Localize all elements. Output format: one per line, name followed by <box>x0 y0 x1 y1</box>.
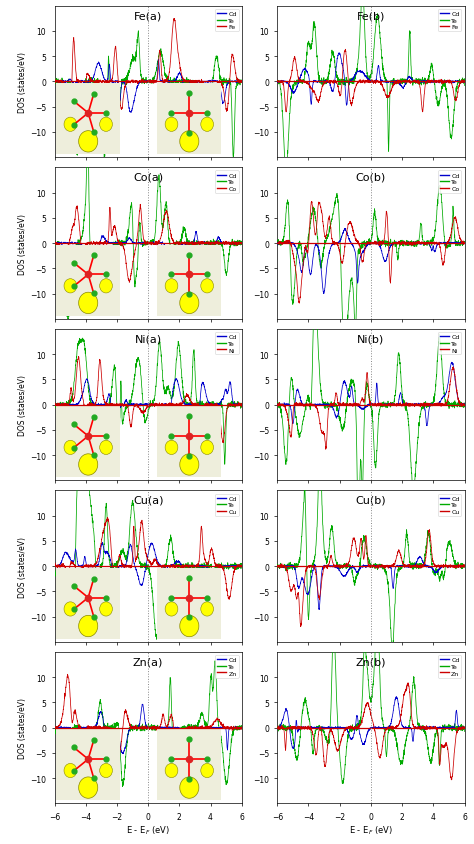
X-axis label: E - E$_F$ (eV): E - E$_F$ (eV) <box>126 824 170 836</box>
Text: Zn(a): Zn(a) <box>133 657 164 667</box>
Legend: Cd, Te, Co: Cd, Te, Co <box>215 171 238 193</box>
Legend: Cd, Te, Cu: Cd, Te, Cu <box>215 494 238 517</box>
Y-axis label: DOS (states/eV): DOS (states/eV) <box>18 52 27 113</box>
Legend: Cd, Te, Fe: Cd, Te, Fe <box>438 10 461 32</box>
Legend: Cd, Te, Fe: Cd, Te, Fe <box>215 10 238 32</box>
Text: Ni(a): Ni(a) <box>135 334 162 344</box>
Y-axis label: DOS (states/eV): DOS (states/eV) <box>18 536 27 597</box>
Legend: Cd, Te, Cu: Cd, Te, Cu <box>438 494 461 517</box>
Text: Co(b): Co(b) <box>356 173 386 182</box>
Legend: Cd, Te, Ni: Cd, Te, Ni <box>215 333 238 355</box>
Y-axis label: DOS (states/eV): DOS (states/eV) <box>18 697 27 758</box>
Text: Ni(b): Ni(b) <box>357 334 384 344</box>
Y-axis label: DOS (states/eV): DOS (states/eV) <box>18 375 27 436</box>
Text: Zn(b): Zn(b) <box>356 657 386 667</box>
Text: Fe(b): Fe(b) <box>357 11 385 21</box>
X-axis label: E - E$_F$ (eV): E - E$_F$ (eV) <box>349 824 393 836</box>
Legend: Cd, Te, Zn: Cd, Te, Zn <box>215 655 238 678</box>
Legend: Cd, Te, Ni: Cd, Te, Ni <box>438 333 461 355</box>
Text: Cu(b): Cu(b) <box>356 495 386 506</box>
Text: Co(a): Co(a) <box>133 173 163 182</box>
Text: Fe(a): Fe(a) <box>134 11 162 21</box>
Y-axis label: DOS (states/eV): DOS (states/eV) <box>18 214 27 274</box>
Text: Cu(a): Cu(a) <box>133 495 164 506</box>
Legend: Cd, Te, Co: Cd, Te, Co <box>438 171 461 193</box>
Legend: Cd, Te, Zn: Cd, Te, Zn <box>438 655 461 678</box>
